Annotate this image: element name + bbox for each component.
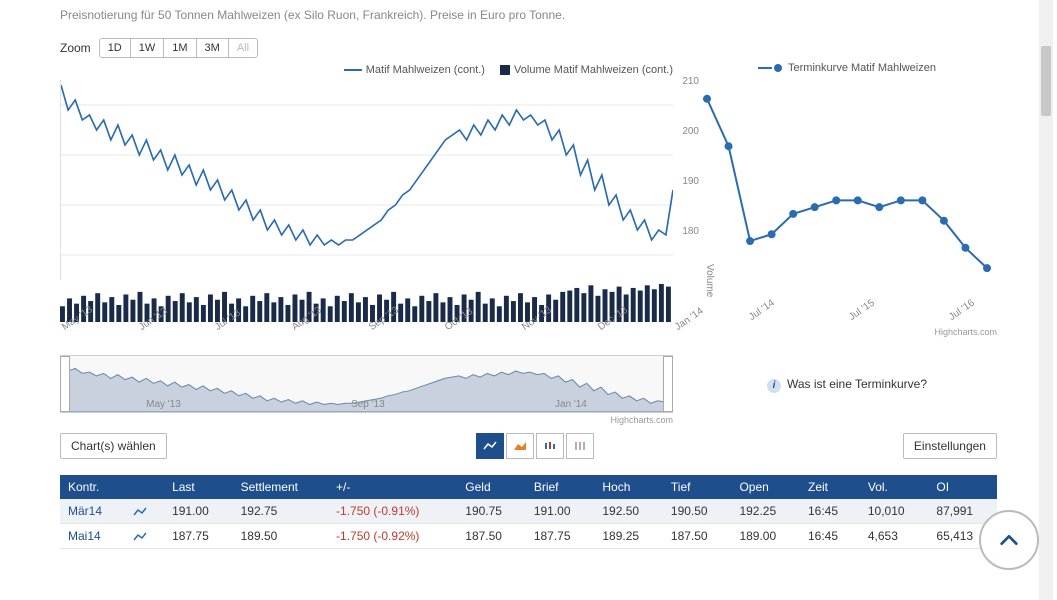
main-legend: Matif Mahlweizen (cont.) Volume Matif Ma…: [60, 64, 673, 76]
navigator[interactable]: May '13 Sep '13 Jan '14: [60, 355, 673, 413]
side-chart-panel: Terminkurve Matif Mahlweizen Jul '14 Jul…: [697, 38, 997, 425]
settings-button[interactable]: Einstellungen: [903, 433, 997, 459]
side-legend: Terminkurve Matif Mahlweizen: [697, 62, 997, 74]
zoom-all[interactable]: All: [229, 39, 257, 57]
chart-icon[interactable]: [125, 499, 164, 524]
price-chart[interactable]: 210 200 190 180: [60, 80, 673, 280]
scroll-top-button[interactable]: [979, 510, 1039, 570]
zoom-1w[interactable]: 1W: [131, 39, 165, 57]
x-axis-labels: May '13Jun '13Jul '13Aug '13Sep '13Oct '…: [60, 322, 673, 335]
zoom-label: Zoom: [60, 41, 91, 55]
select-charts-button[interactable]: Chart(s) wählen: [60, 433, 167, 459]
chart-type-ohlc[interactable]: [566, 433, 594, 459]
contracts-table: Kontr.LastSettlement+/-GeldBriefHochTief…: [60, 475, 997, 549]
info-link[interactable]: iWas ist eine Terminkurve?: [697, 377, 997, 393]
chart-icon[interactable]: [125, 524, 164, 549]
page-subtitle: Preisnotierung für 50 Tonnen Mahlweizen …: [30, 0, 1027, 38]
chart-credit: Highcharts.com: [60, 415, 673, 425]
table-row[interactable]: Mai14187.75189.50-1.750 (-0.92%)187.5018…: [60, 524, 997, 549]
chart-type-line[interactable]: [476, 433, 504, 459]
main-chart-panel: Zoom 1D 1W 1M 3M All Matif Mahlweizen (c…: [60, 38, 673, 425]
chart-type-area[interactable]: [506, 433, 534, 459]
zoom-1d[interactable]: 1D: [100, 39, 131, 57]
scrollbar[interactable]: [1039, 0, 1053, 600]
zoom-3m[interactable]: 3M: [197, 39, 229, 57]
info-icon: i: [767, 379, 781, 393]
chart-type-toggle: [476, 433, 594, 459]
forward-curve-chart[interactable]: [697, 82, 997, 312]
table-row[interactable]: Mär14191.00192.75-1.750 (-0.91%)190.7519…: [60, 499, 997, 524]
zoom-buttons: 1D 1W 1M 3M All: [99, 38, 258, 58]
chart-type-candle[interactable]: [536, 433, 564, 459]
zoom-1m[interactable]: 1M: [164, 39, 196, 57]
